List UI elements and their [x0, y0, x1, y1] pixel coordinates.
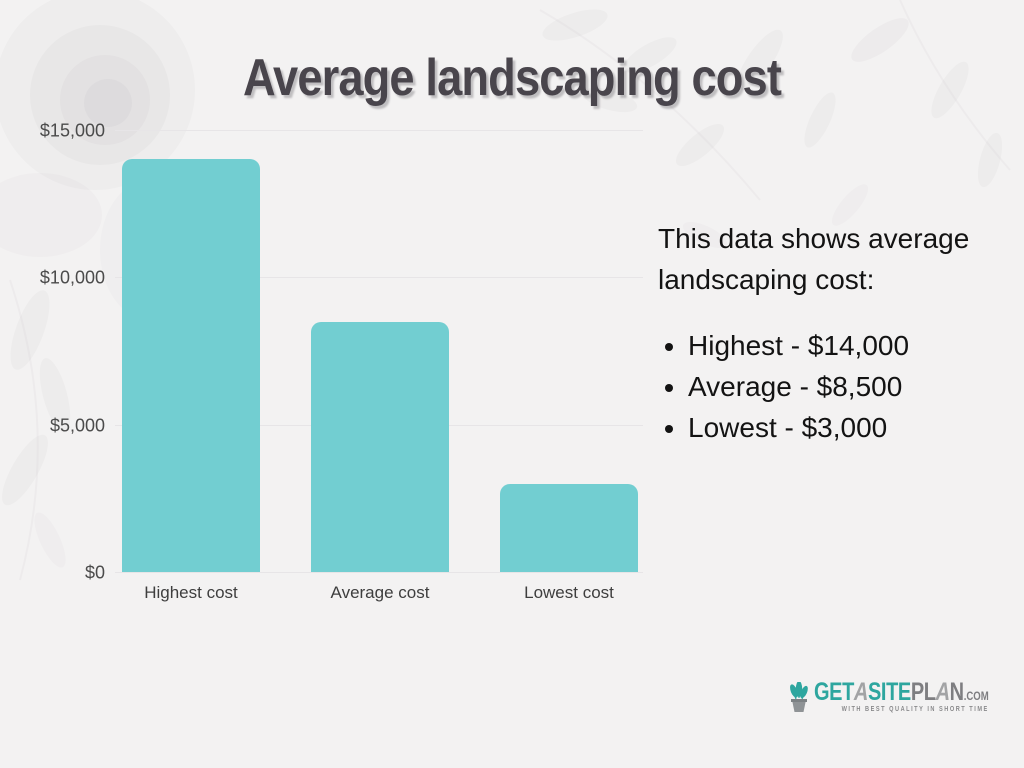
description-block: This data shows average landscaping cost…: [658, 218, 970, 448]
logo-part-pl: PL: [910, 678, 936, 706]
bar-lowest-cost: [500, 484, 638, 572]
y-axis-tick-15000: $15,000: [39, 120, 105, 141]
logo-part-a1: A: [853, 678, 868, 706]
logo-part-site: SITE: [867, 678, 911, 706]
logo-wordmark: GETASITEPLAN.COM: [814, 679, 989, 709]
logo-text: GETASITEPLAN.COM WITH BEST QUALITY IN SH…: [814, 679, 989, 713]
logo-part-com: .COM: [963, 689, 989, 703]
gridline-0-baseline: [115, 572, 643, 573]
y-axis-tick-5000: $5,000: [49, 415, 105, 436]
y-axis: $15,000 $10,000 $5,000 $0: [0, 121, 105, 583]
logo-tagline: WITH BEST QUALITY IN SHORT TIME: [841, 706, 989, 713]
logo-part-get: GET: [814, 678, 854, 706]
bullet-highest: Highest - $14,000: [688, 325, 970, 366]
gridline-15000: [115, 130, 643, 131]
page-title: Average landscaping cost: [242, 49, 782, 107]
logo-part-a2: A: [935, 678, 950, 706]
bar-highest-cost: [122, 159, 260, 572]
gridline-10000: [115, 277, 643, 279]
bullet-lowest: Lowest - $3,000: [688, 407, 970, 448]
bullet-average: Average - $8,500: [688, 366, 970, 407]
logo-part-n: N: [949, 678, 964, 706]
cost-bullet-list: Highest - $14,000 Average - $8,500 Lowes…: [658, 325, 970, 448]
y-axis-tick-10000: $10,000: [39, 267, 105, 288]
plot-area: Highest cost Average cost Lowest cost: [115, 130, 643, 602]
x-axis-label-average: Average cost: [330, 583, 430, 602]
plant-icon: [790, 682, 808, 712]
bar-average-cost: [311, 322, 449, 572]
getasiteplan-logo: GETASITEPLAN.COM WITH BEST QUALITY IN SH…: [786, 679, 1024, 714]
y-axis-tick-0: $0: [84, 562, 105, 583]
x-axis-label-highest: Highest cost: [144, 583, 238, 602]
x-axis-label-lowest: Lowest cost: [524, 583, 614, 602]
description-intro: This data shows average landscaping cost…: [658, 223, 970, 295]
